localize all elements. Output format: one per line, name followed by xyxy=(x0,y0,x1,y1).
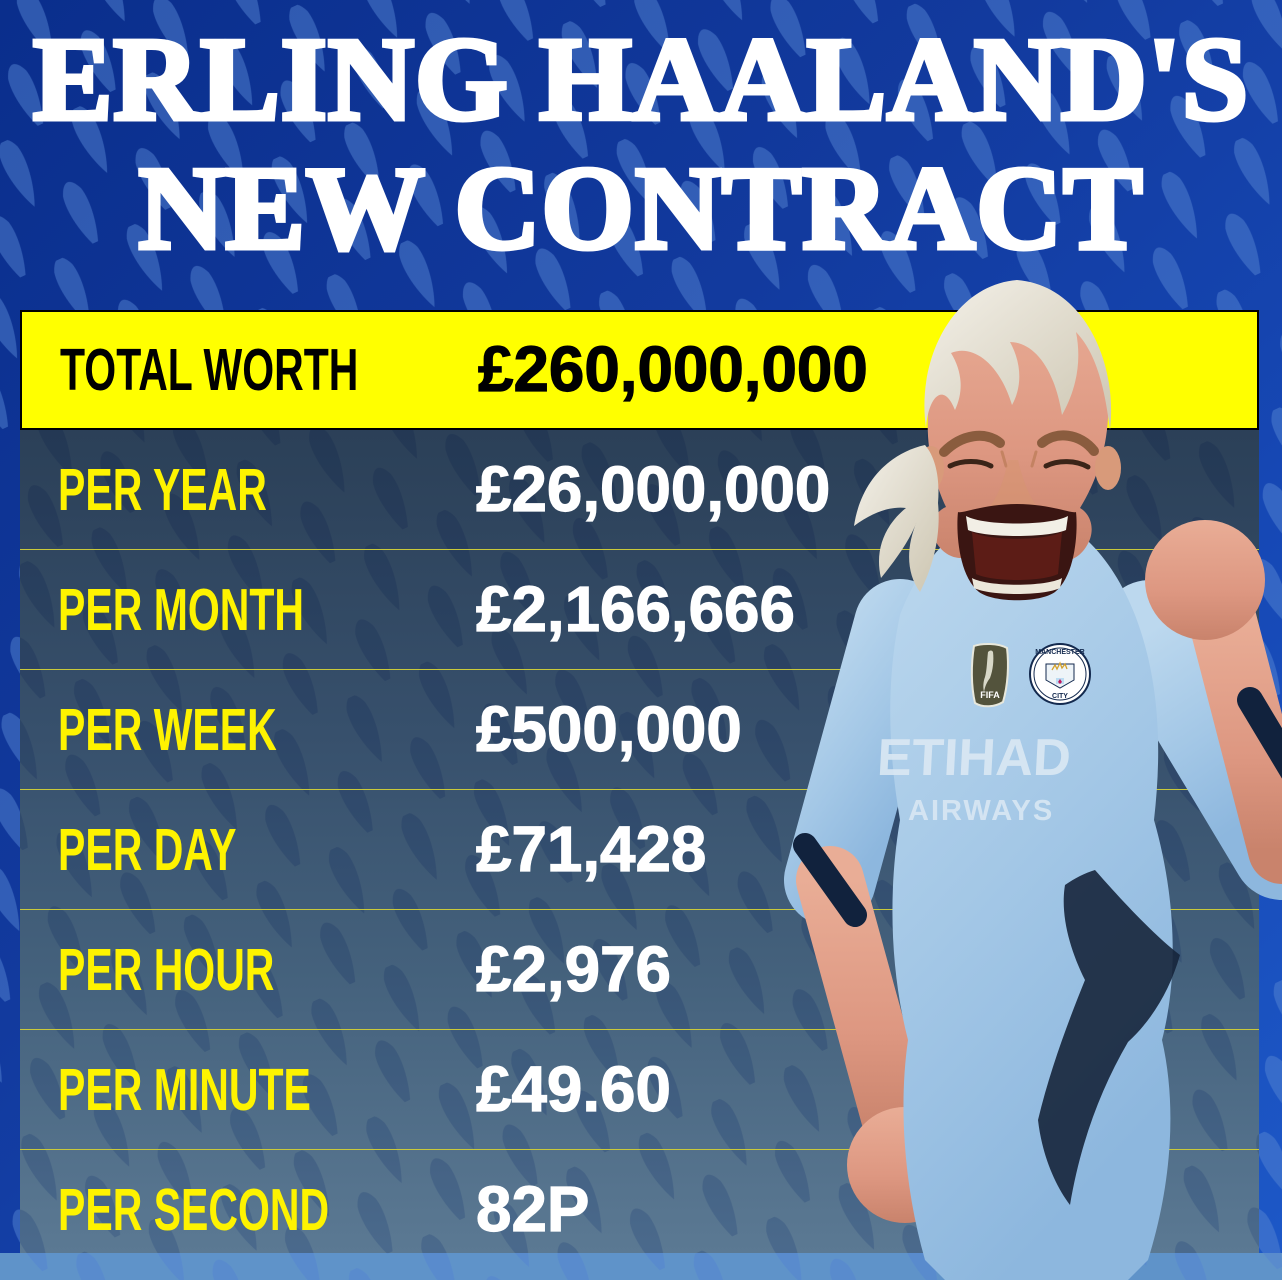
svg-text:CITY: CITY xyxy=(1052,693,1068,700)
svg-text:MANCHESTER: MANCHESTER xyxy=(1035,649,1084,656)
svg-text:FIFA: FIFA xyxy=(980,690,1000,700)
svg-text:AIRWAYS: AIRWAYS xyxy=(908,795,1054,827)
svg-text:ETIHAD: ETIHAD xyxy=(876,729,1073,787)
